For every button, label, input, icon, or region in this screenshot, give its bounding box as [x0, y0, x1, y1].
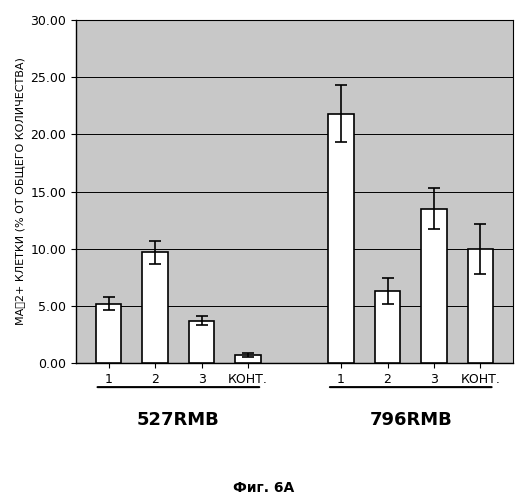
Text: 527RMB: 527RMB [137, 411, 220, 429]
Y-axis label: МА΢2+ КЛЕТКИ (% ОТ ОБЩЕГО КОЛИЧЕСТВА): МА΢2+ КЛЕТКИ (% ОТ ОБЩЕГО КОЛИЧЕСТВА) [15, 58, 25, 326]
Bar [375, 291, 400, 363]
Text: 796RMB: 796RMB [370, 411, 452, 429]
Bar [189, 321, 214, 363]
Bar [235, 355, 261, 363]
Bar [143, 252, 168, 363]
Text: Фиг. 6A: Фиг. 6A [233, 481, 295, 495]
Bar [96, 304, 121, 363]
Bar [328, 114, 354, 363]
Bar [468, 248, 493, 363]
Bar [421, 208, 447, 363]
